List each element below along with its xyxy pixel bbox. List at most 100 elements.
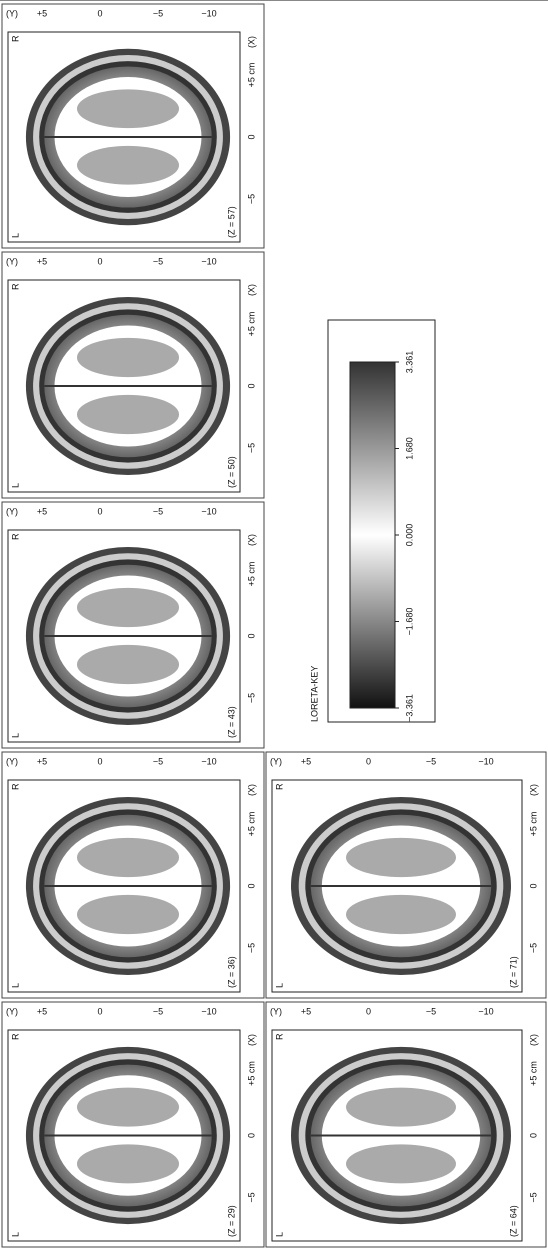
y-tick-label: +5 bbox=[301, 756, 311, 766]
y-axis-label: (Y) bbox=[6, 506, 18, 516]
panel-frame bbox=[1, 501, 265, 749]
panel-frame bbox=[265, 751, 547, 999]
y-tick-label: −10 bbox=[201, 756, 216, 766]
panel-frame bbox=[1, 751, 265, 999]
activity-left bbox=[76, 894, 180, 935]
key-tick-label: −3.361 bbox=[404, 694, 414, 722]
y-tick-label: −5 bbox=[153, 756, 163, 766]
z-label: (Z = 43) bbox=[226, 706, 236, 738]
activity-left bbox=[346, 894, 456, 935]
y-tick-label: +5 bbox=[37, 1006, 47, 1016]
x-axis-label: (X) bbox=[246, 784, 256, 796]
activity-right bbox=[76, 89, 180, 129]
y-tick-label: −10 bbox=[201, 8, 216, 18]
panel: L R (Z = 43) −5 0 +5 cm (X) (Y) +5 0 −5 −10 bbox=[6, 506, 256, 743]
panel: L R (Z = 71) −5 0 +5 cm (X) (Y) +5 0 −5 −10 bbox=[270, 756, 538, 993]
x-tick-label: −5 bbox=[246, 443, 256, 453]
z-label: (Z = 29) bbox=[226, 1205, 236, 1237]
z-label: (Z = 64) bbox=[508, 1205, 518, 1237]
x-tick-label: +5 cm bbox=[246, 312, 256, 337]
x-tick-label: 0 bbox=[246, 1133, 256, 1138]
y-tick-label: 0 bbox=[97, 756, 102, 766]
key-tick-label: 3.361 bbox=[404, 351, 414, 374]
x-tick-label: −5 bbox=[246, 1192, 256, 1202]
panel-frame bbox=[265, 1001, 547, 1248]
activity-right bbox=[346, 837, 456, 878]
y-tick-label: 0 bbox=[97, 256, 102, 266]
y-tick-label: 0 bbox=[97, 8, 102, 18]
right-label: R bbox=[274, 783, 284, 790]
right-label: R bbox=[10, 533, 20, 540]
x-tick-label: −5 bbox=[528, 1192, 538, 1202]
x-tick-label: +5 cm bbox=[246, 63, 256, 88]
activity-right bbox=[76, 587, 180, 628]
z-label: (Z = 57) bbox=[226, 206, 236, 238]
x-axis-label: (X) bbox=[246, 36, 256, 48]
y-tick-label: 0 bbox=[97, 1006, 102, 1016]
y-axis-label: (Y) bbox=[6, 1006, 18, 1016]
x-tick-label: +5 cm bbox=[246, 1061, 256, 1086]
activity-left bbox=[76, 644, 180, 685]
y-axis-label: (Y) bbox=[6, 256, 18, 266]
y-tick-label: −5 bbox=[153, 506, 163, 516]
x-axis-label: (X) bbox=[528, 1034, 538, 1046]
y-tick-label: +5 bbox=[37, 756, 47, 766]
y-tick-label: −10 bbox=[478, 1006, 493, 1016]
y-tick-label: 0 bbox=[97, 506, 102, 516]
key-tick-label: −1.680 bbox=[404, 608, 414, 636]
x-tick-label: 0 bbox=[246, 383, 256, 388]
z-label: (Z = 36) bbox=[226, 956, 236, 988]
y-axis-label: (Y) bbox=[270, 1006, 282, 1016]
panel: L R (Z = 50) −5 0 +5 cm (X) (Y) +5 0 −5 −10 bbox=[6, 256, 256, 493]
y-tick-label: −5 bbox=[153, 256, 163, 266]
y-axis-label: (Y) bbox=[6, 8, 18, 18]
key-tick-label: 1.680 bbox=[404, 437, 414, 460]
activity-right bbox=[76, 1087, 180, 1127]
y-tick-label: +5 bbox=[37, 506, 47, 516]
activity-left bbox=[76, 145, 180, 185]
left-label: L bbox=[10, 233, 20, 238]
left-label: L bbox=[10, 483, 20, 488]
right-label: R bbox=[274, 1033, 284, 1040]
y-tick-label: −10 bbox=[201, 506, 216, 516]
x-tick-label: +5 cm bbox=[246, 812, 256, 837]
activity-right bbox=[346, 1087, 456, 1127]
x-tick-label: −5 bbox=[246, 693, 256, 703]
left-label: L bbox=[274, 1232, 284, 1237]
x-tick-label: −5 bbox=[246, 194, 256, 204]
x-tick-label: 0 bbox=[528, 883, 538, 888]
panel-frame bbox=[1, 3, 265, 249]
x-tick-label: 0 bbox=[246, 134, 256, 139]
panel: L R (Z = 36) −5 0 +5 cm (X) (Y) +5 0 −5 −10 bbox=[6, 756, 256, 993]
x-tick-label: −5 bbox=[528, 943, 538, 953]
y-tick-label: −5 bbox=[426, 1006, 436, 1016]
panel: L R (Z = 57) −5 0 +5 cm (X) (Y) +5 0 −5 −10 bbox=[6, 8, 256, 243]
panel-frame bbox=[1, 251, 265, 499]
panel: L R (Z = 29) −5 0 +5 cm (X) (Y) +5 0 −5 −10 bbox=[6, 1006, 256, 1242]
left-label: L bbox=[274, 983, 284, 988]
x-tick-label: +5 cm bbox=[528, 1061, 538, 1086]
y-tick-label: −10 bbox=[478, 756, 493, 766]
x-tick-label: +5 cm bbox=[246, 562, 256, 587]
y-tick-label: −5 bbox=[426, 756, 436, 766]
left-label: L bbox=[10, 983, 20, 988]
y-tick-label: 0 bbox=[366, 756, 371, 766]
x-tick-label: −5 bbox=[246, 943, 256, 953]
key-tick-label: 0.000 bbox=[404, 524, 414, 547]
y-tick-label: −5 bbox=[153, 1006, 163, 1016]
x-tick-label: +5 cm bbox=[528, 812, 538, 837]
key-gradient bbox=[349, 361, 396, 709]
activity-right bbox=[76, 337, 180, 378]
y-axis-label: (Y) bbox=[270, 756, 282, 766]
y-tick-label: −10 bbox=[201, 256, 216, 266]
y-tick-label: +5 bbox=[37, 8, 47, 18]
key-title: LORETA-KEY bbox=[309, 666, 319, 722]
right-label: R bbox=[10, 283, 20, 290]
y-tick-label: −10 bbox=[201, 1006, 216, 1016]
z-label: (Z = 50) bbox=[226, 456, 236, 488]
y-tick-label: −5 bbox=[153, 8, 163, 18]
x-tick-label: 0 bbox=[528, 1133, 538, 1138]
y-tick-label: +5 bbox=[301, 1006, 311, 1016]
x-axis-label: (X) bbox=[246, 534, 256, 546]
